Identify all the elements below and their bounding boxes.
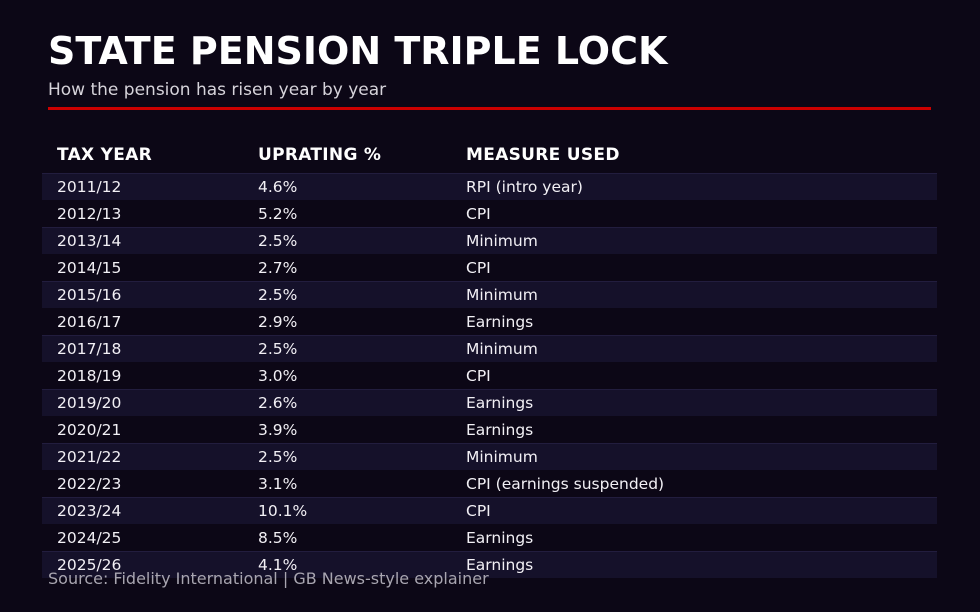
uprating-cell: 2.9% — [258, 312, 298, 331]
table-body: 2011/12 4.6% RPI (intro year) 2012/13 5.2% CP… — [42, 173, 937, 578]
tax-year-cell: 2022/23 — [57, 474, 122, 493]
tax-year-cell: 2014/15 — [57, 258, 122, 277]
uprating-cell: 4.1% — [258, 556, 298, 574]
table-row: 2011/12 4.6% RPI (intro year) — [42, 173, 937, 200]
table-row: 2016/17 2.9% Earnings — [42, 308, 937, 335]
table-row: 2013/14 2.5% Minimum — [42, 227, 937, 254]
measure-cell: Minimum — [466, 448, 538, 466]
uprating-cell: 3.1% — [258, 474, 298, 493]
column-header-measure-used: MEASURE USED — [466, 145, 620, 165]
tax-year-cell: 2025/26 — [57, 556, 122, 574]
measure-cell: CPI — [466, 258, 491, 277]
table-row: 2019/20 2.6% Earnings — [42, 389, 937, 416]
uprating-cell: 8.5% — [258, 528, 298, 547]
source-caption: Source: Fidelity International | GB News… — [48, 569, 489, 588]
page-title: STATE PENSION TRIPLE LOCK — [48, 29, 668, 73]
tax-year-cell: 2017/18 — [57, 340, 122, 358]
tax-year-cell: 2024/25 — [57, 528, 122, 547]
measure-cell: Earnings — [466, 420, 534, 439]
table-row: 2018/19 3.0% CPI — [42, 362, 937, 389]
tax-year-cell: 2016/17 — [57, 312, 122, 331]
measure-cell: Minimum — [466, 232, 538, 250]
uprating-cell: 5.2% — [258, 204, 298, 223]
table-row: 2022/23 3.1% CPI (earnings suspended) — [42, 470, 937, 497]
tax-year-cell: 2021/22 — [57, 448, 122, 466]
tax-year-cell: 2020/21 — [57, 420, 122, 439]
uprating-cell: 4.6% — [258, 178, 298, 196]
measure-cell: CPI (earnings suspended) — [466, 474, 665, 493]
table-row: 2025/26 4.1% Earnings — [42, 551, 937, 578]
tax-year-cell: 2012/13 — [57, 204, 122, 223]
tax-year-cell: 2018/19 — [57, 366, 122, 385]
measure-cell: CPI — [466, 502, 491, 520]
uprating-cell: 2.6% — [258, 394, 298, 412]
measure-cell: CPI — [466, 366, 491, 385]
table-row: 2020/21 3.9% Earnings — [42, 416, 937, 443]
column-header-tax-year: TAX YEAR — [57, 145, 153, 165]
measure-cell: Earnings — [466, 528, 534, 547]
uprating-cell: 2.5% — [258, 340, 298, 358]
uprating-cell: 2.5% — [258, 448, 298, 466]
tax-year-cell: 2019/20 — [57, 394, 122, 412]
tax-year-cell: 2011/12 — [57, 178, 122, 196]
pension-uprating-table: TAX YEAR UPRATING % MEASURE USED 2011/12… — [42, 137, 937, 578]
measure-cell: Earnings — [466, 312, 534, 331]
uprating-cell: 10.1% — [258, 502, 308, 520]
measure-cell: CPI — [466, 204, 491, 223]
table-row: 2024/25 8.5% Earnings — [42, 524, 937, 551]
table-row: 2012/13 5.2% CPI — [42, 200, 937, 227]
table-row: 2014/15 2.7% CPI — [42, 254, 937, 281]
table-row: 2017/18 2.5% Minimum — [42, 335, 937, 362]
table-row: 2021/22 2.5% Minimum — [42, 443, 937, 470]
uprating-cell: 3.0% — [258, 366, 298, 385]
column-header-uprating: UPRATING % — [258, 145, 382, 165]
uprating-cell: 2.7% — [258, 258, 298, 277]
uprating-cell: 2.5% — [258, 232, 298, 250]
tax-year-cell: 2015/16 — [57, 286, 122, 304]
measure-cell: Minimum — [466, 340, 538, 358]
uprating-cell: 2.5% — [258, 286, 298, 304]
table-row: 2015/16 2.5% Minimum — [42, 281, 937, 308]
measure-cell: Earnings — [466, 556, 534, 574]
measure-cell: Earnings — [466, 394, 534, 412]
table-row: 2023/24 10.1% CPI — [42, 497, 937, 524]
measure-cell: Minimum — [466, 286, 538, 304]
measure-cell: RPI (intro year) — [466, 178, 583, 196]
page-subtitle: How the pension has risen year by year — [48, 80, 387, 100]
tax-year-cell: 2013/14 — [57, 232, 122, 250]
table-header-row: TAX YEAR UPRATING % MEASURE USED — [42, 137, 937, 173]
uprating-cell: 3.9% — [258, 420, 298, 439]
tax-year-cell: 2023/24 — [57, 502, 122, 520]
accent-divider-rule — [48, 107, 931, 110]
